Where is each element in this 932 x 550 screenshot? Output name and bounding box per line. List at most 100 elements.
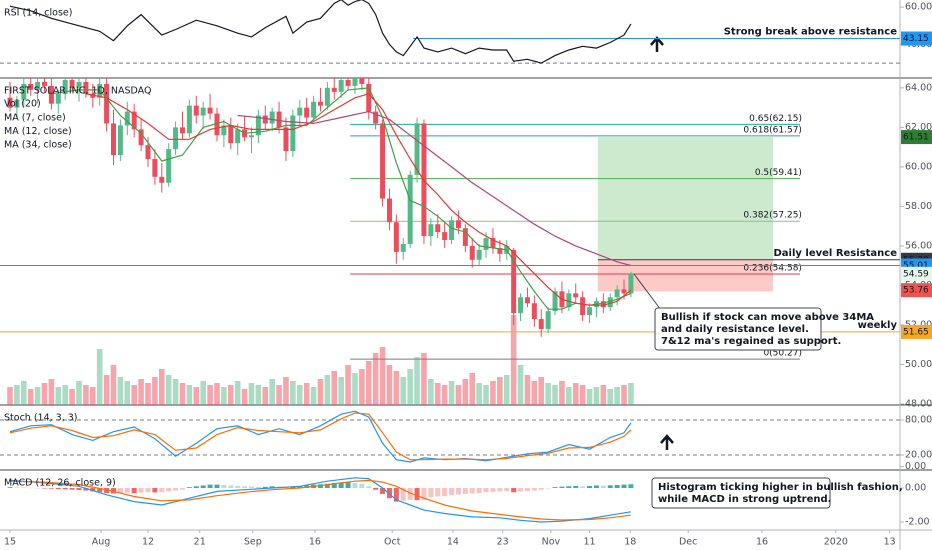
candle-body [614, 289, 620, 298]
volume-bar [303, 383, 310, 405]
candle-body [449, 220, 455, 241]
histogram-bar [173, 488, 179, 491]
volume-bar [83, 385, 89, 405]
volume-bar [255, 385, 262, 405]
histogram-bar [145, 488, 151, 493]
series-line [237, 110, 632, 267]
volume-bar [469, 373, 476, 405]
volume-bar [248, 383, 255, 405]
volume-bar [524, 375, 531, 405]
y-tick-label: 62.00 [905, 122, 932, 133]
histogram-bar [193, 486, 199, 489]
note-text: Bullish if stock can move above 34MA [661, 312, 874, 323]
histogram-bar [297, 485, 303, 489]
y-tick-label: 64.00 [905, 82, 932, 93]
candle-body [483, 238, 489, 250]
series-line [9, 477, 631, 523]
level-label: Strong break above resistance [724, 27, 897, 38]
x-tick-label: Aug [92, 537, 111, 548]
volume-bar [27, 389, 34, 405]
volume-bar [296, 385, 303, 405]
histogram-bar [345, 482, 351, 489]
panel-title: Stoch (14, 3, 3) [4, 413, 78, 424]
histogram-bar [531, 488, 537, 491]
note-text: 7&12 ma's regained as support. [661, 336, 841, 347]
volume-bar [448, 381, 455, 405]
histogram-bar [138, 488, 144, 493]
histogram-bar [317, 484, 323, 489]
candle-body [124, 111, 130, 126]
volume-bar [552, 385, 558, 405]
volume-bar [400, 377, 407, 405]
volume-bar [455, 385, 462, 405]
volume-bar [572, 383, 579, 405]
candle-body [573, 293, 579, 298]
panel-title: RSI (14, close) [4, 8, 72, 19]
y-tick-label: 0.00 [905, 483, 926, 494]
histogram-bar [214, 484, 220, 489]
candle-body [600, 301, 606, 308]
volume-bar [276, 385, 282, 405]
price-tag [901, 31, 932, 46]
x-tick-label: 16 [309, 537, 321, 548]
volume-bar [359, 369, 365, 405]
x-tick-label: Sep [244, 537, 262, 548]
volume-bar [386, 365, 393, 405]
volume-bar [628, 383, 634, 405]
candle-body [524, 297, 530, 304]
histogram-bar [14, 487, 20, 489]
volume-bar [21, 381, 27, 405]
price-tag-label: 55.01 [903, 261, 929, 271]
x-tick-label: 21 [194, 537, 206, 548]
series-line [9, 0, 632, 64]
candle-body [607, 297, 613, 308]
histogram-bar [76, 488, 82, 491]
volume-bar [379, 347, 386, 405]
candle-body [28, 83, 34, 90]
volume-bar [41, 383, 48, 405]
candle-body [338, 79, 344, 92]
y-tick-label: 0.00 [905, 461, 926, 472]
panel-title: MACD (12, 26, close, 9) [4, 478, 116, 489]
histogram-bar [600, 485, 606, 489]
volume-bar [131, 385, 137, 405]
histogram-bar [338, 482, 344, 489]
histogram-bar [152, 488, 158, 493]
volume-bar [338, 377, 344, 405]
volume-bar [538, 377, 545, 405]
candle-body [255, 115, 261, 136]
y-tick-label: 60.00 [905, 2, 932, 13]
candle-body [41, 81, 47, 86]
histogram-bar [104, 488, 110, 494]
legend-entry: MA (7, close) [4, 113, 66, 124]
candle-body [324, 87, 330, 106]
histogram-bar [255, 486, 261, 489]
candle-body [173, 127, 179, 150]
fib-label: 0.382(57.25) [743, 211, 802, 221]
volume-bar [393, 371, 400, 405]
histogram-bar [580, 486, 586, 489]
candle-body [159, 176, 165, 183]
volume-bar [96, 349, 103, 405]
panel-title: FIRST SOLAR INC, 1D, NASDAQ [4, 86, 151, 97]
panel [0, 410, 900, 463]
histogram-bar [442, 488, 448, 497]
candle-body [131, 111, 137, 130]
candle-body [331, 87, 337, 92]
volume-bar [365, 361, 372, 405]
x-tick-label: 18 [624, 537, 636, 548]
price-tag-label: 53.76 [903, 286, 929, 296]
histogram-bar [421, 488, 427, 500]
histogram-bar [48, 488, 54, 489]
histogram-bar [490, 488, 496, 492]
volume-bar [317, 379, 324, 405]
note-box [654, 307, 822, 351]
volume-bar [103, 375, 110, 405]
volume-bar [310, 387, 317, 405]
x-tick-label: 16 [756, 537, 768, 548]
y-tick-label: -2.00 [905, 517, 930, 528]
candle-body [469, 245, 475, 260]
histogram-bar [607, 485, 613, 489]
panel [7, 477, 634, 523]
volume-bar [545, 383, 551, 405]
